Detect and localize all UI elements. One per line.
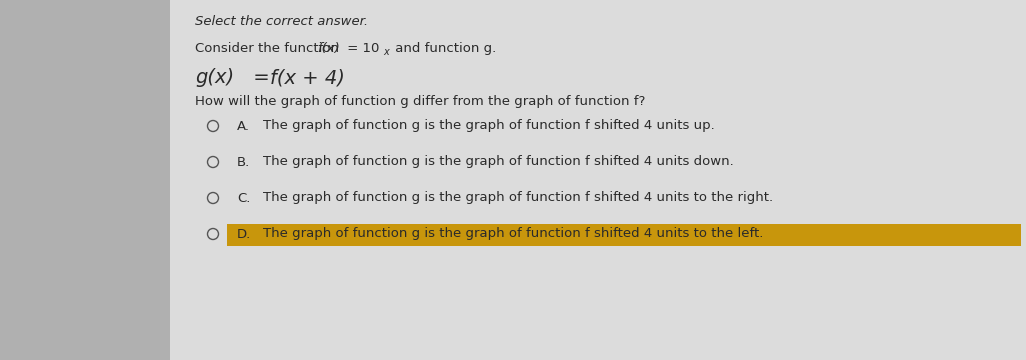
Text: The graph of function g is the graph of function f shifted 4 units to the right.: The graph of function g is the graph of … bbox=[263, 192, 774, 204]
Text: = 10: = 10 bbox=[343, 42, 380, 55]
Text: D.: D. bbox=[237, 228, 251, 240]
Text: g(x): g(x) bbox=[195, 68, 234, 87]
Text: and function g.: and function g. bbox=[391, 42, 497, 55]
Text: The graph of function g is the graph of function f shifted 4 units up.: The graph of function g is the graph of … bbox=[263, 120, 715, 132]
Bar bbox=[227, 224, 1021, 246]
Text: x: x bbox=[383, 47, 389, 57]
Text: The graph of function g is the graph of function f shifted 4 units down.: The graph of function g is the graph of … bbox=[263, 156, 734, 168]
Text: C.: C. bbox=[237, 192, 250, 204]
Text: Select the correct answer.: Select the correct answer. bbox=[195, 15, 368, 28]
Text: The graph of function g is the graph of function f shifted 4 units to the left.: The graph of function g is the graph of … bbox=[263, 228, 763, 240]
Text: How will the graph of function g differ from the graph of function f?: How will the graph of function g differ … bbox=[195, 95, 645, 108]
Bar bbox=[170, 0, 1026, 360]
Text: B.: B. bbox=[237, 156, 250, 168]
Text: A.: A. bbox=[237, 120, 250, 132]
Text: Consider the function: Consider the function bbox=[195, 42, 344, 55]
Text: =: = bbox=[247, 68, 276, 87]
Text: f(x + 4): f(x + 4) bbox=[270, 68, 345, 87]
Text: f(x): f(x) bbox=[317, 42, 340, 55]
